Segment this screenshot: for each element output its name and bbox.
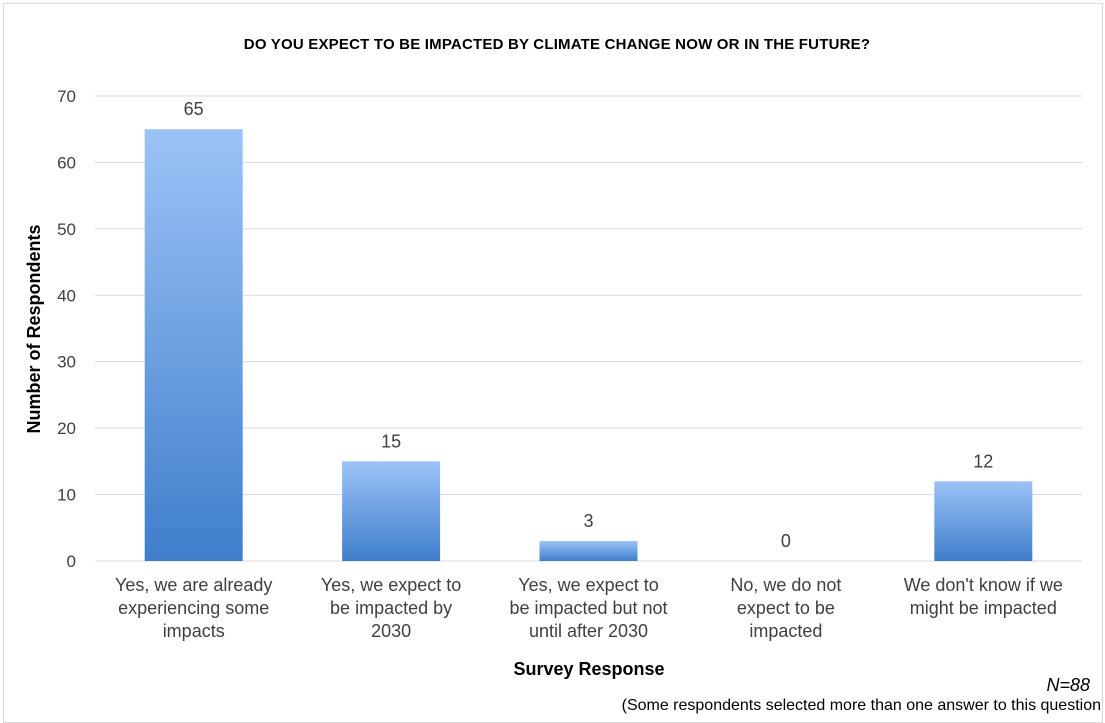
y-tick-label: 10 — [57, 486, 76, 505]
x-category-label: No, we do not expect to be impacted — [730, 575, 841, 641]
x-category-label: We don't know if we might be impacted — [904, 575, 1063, 618]
x-axis-title: Survey Response — [513, 659, 664, 679]
x-axis-categories: Yes, we are already experiencing some impa… — [115, 575, 1063, 641]
y-axis-ticks: 0 10 20 30 40 50 60 70 — [57, 87, 76, 571]
y-tick-label: 50 — [57, 220, 76, 239]
data-label: 65 — [184, 99, 204, 119]
sample-size-note: N=88 — [1046, 675, 1090, 695]
chart-title: DO YOU EXPECT TO BE IMPACTED BY CLIMATE … — [244, 36, 870, 53]
footnote: (Some respondents selected more than one… — [622, 697, 1101, 714]
data-label: 0 — [781, 531, 791, 551]
gridlines — [95, 95, 1082, 562]
data-label: 15 — [381, 431, 401, 451]
bar — [342, 461, 441, 561]
bar — [934, 481, 1033, 561]
y-tick-label: 70 — [57, 87, 76, 106]
y-tick-label: 60 — [57, 153, 76, 172]
bar — [539, 541, 638, 561]
bars — [144, 129, 1033, 561]
y-tick-label: 40 — [57, 286, 76, 305]
x-category-label: Yes, we are already experiencing some impa… — [115, 575, 272, 641]
y-tick-label: 30 — [57, 353, 76, 372]
y-axis-title: Number of Respondents — [24, 224, 44, 433]
y-tick-label: 0 — [67, 552, 76, 571]
y-tick-label: 20 — [57, 419, 76, 438]
x-category-label: Yes, we expect to be impacted but not unti… — [509, 575, 667, 641]
data-labels: 65 15 3 0 12 — [184, 99, 994, 551]
bar — [144, 129, 243, 561]
data-label: 12 — [973, 451, 993, 471]
data-label: 3 — [583, 511, 593, 531]
x-category-label: Yes, we expect to be impacted by 2030 — [321, 575, 461, 641]
